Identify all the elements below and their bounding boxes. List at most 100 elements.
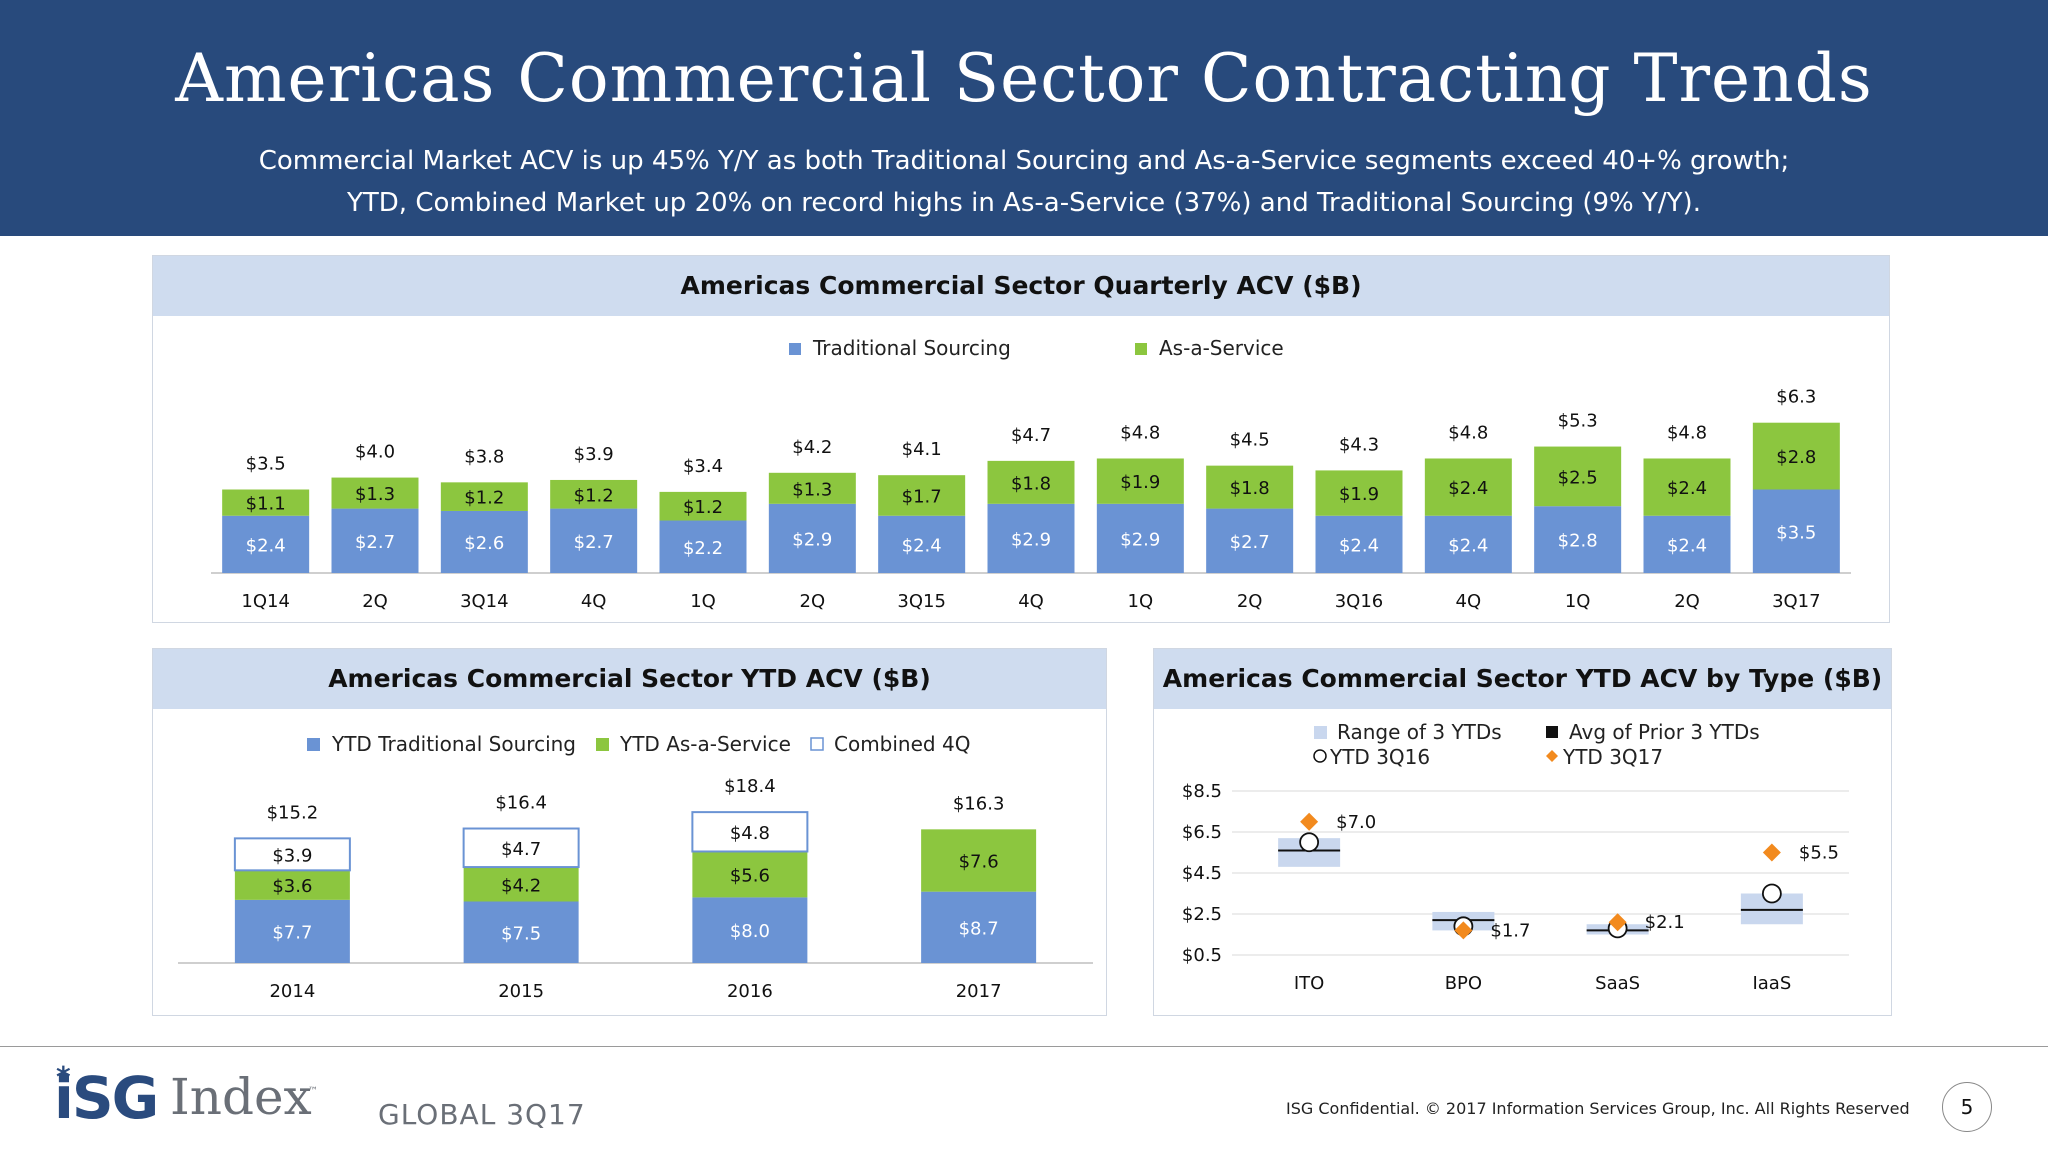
subtitle-line-1: Commercial Market ACV is up 45% Y/Y as b… [258,146,1790,176]
data-label-service: $1.9 [1120,472,1160,493]
ytd-3q17-marker [1762,843,1781,862]
data-label-traditional: $2.4 [1448,535,1488,556]
bar-ytd-traditional [692,897,808,963]
total-label: $5.3 [1558,411,1598,432]
ytd-3q17-label: $7.0 [1336,812,1376,833]
data-label-ytd-traditional: $8.0 [730,921,770,942]
data-label-traditional: $2.7 [355,532,395,553]
bar-traditional [222,515,310,573]
page-title: Americas Commercial Sector Contracting T… [175,40,1873,117]
bar-traditional [987,503,1075,573]
data-label-service: $1.1 [246,494,286,515]
x-tick-label: 2016 [727,981,773,1002]
footer-divider [0,1046,2048,1047]
total-label: $4.5 [1230,430,1270,451]
total-label: $4.2 [792,437,832,458]
data-label-ytd-service: $4.2 [501,875,541,896]
total-label: $4.8 [1448,422,1488,443]
x-tick-label: 3Q15 [897,591,946,612]
total-label: $16.3 [953,793,1005,814]
x-tick-label: 2017 [956,981,1002,1002]
total-label: $4.1 [902,439,942,460]
bar-ytd-traditional [234,899,350,963]
data-label-combined-4q: $3.9 [272,845,312,866]
x-tick-label: SaaS [1595,973,1640,994]
legend-label-combined-4q: Combined 4Q [834,732,970,756]
bar-ytd-traditional [463,901,579,963]
total-label: $3.4 [683,456,723,477]
data-label-service: $1.2 [683,497,723,518]
x-tick-label: IaaS [1752,973,1791,994]
total-label: $4.3 [1339,434,1379,455]
total-label: $3.8 [464,446,504,467]
legend-label-ytd-service: YTD As-a-Service [619,732,791,756]
ytd-3q17-marker [1300,812,1319,831]
y-tick-label: $6.5 [1182,822,1222,843]
bar-service [1534,446,1622,507]
legend-label-range: Range of 3 YTDs [1337,720,1502,744]
x-tick-label: 2Q [1237,591,1263,612]
legend-marker-ytd-3q16 [1313,749,1327,763]
data-label-ytd-traditional: $7.7 [272,922,312,943]
isg-index-logo: * iSG Index ™ [50,1060,350,1140]
x-tick-label: 4Q [1018,591,1044,612]
x-tick-label: 1Q [1565,591,1591,612]
logo-star-icon: * [56,1060,71,1093]
data-label-traditional: $2.8 [1558,531,1598,552]
bar-combined-4q [233,837,351,872]
bar-service [440,482,528,511]
data-label-traditional: $2.7 [574,532,614,553]
y-tick-label: $0.5 [1182,945,1222,966]
data-label-traditional: $2.4 [902,535,942,556]
total-label: $4.0 [355,442,395,463]
bar-traditional [1096,503,1184,573]
total-label: $4.8 [1120,422,1160,443]
x-tick-label: 3Q14 [460,591,509,612]
ytd-3q16-marker [1299,832,1320,853]
legend-label-ytd-3q17: YTD 3Q17 [1562,745,1663,769]
ytd-by-type-panel: Americas Commercial Sector YTD ACV by Ty… [1153,648,1892,1016]
bar-traditional [1534,506,1622,573]
bar-service [550,479,638,509]
bar-service [1424,458,1512,516]
logo-index-text: Index [170,1068,312,1126]
bar-traditional [878,515,966,573]
total-label: $4.7 [1011,425,1051,446]
bar-combined-4q [691,811,809,853]
x-tick-label: 1Q [690,591,716,612]
bar-traditional [768,503,856,573]
quarterly-acv-panel: Americas Commercial Sector Quarterly ACV… [152,255,1890,623]
legend-swatch-avg [1546,726,1558,738]
x-tick-label: 2Q [1674,591,1700,612]
data-label-ytd-service: $5.6 [730,865,770,886]
total-label: $6.3 [1776,387,1816,408]
data-label-ytd-service: $7.6 [959,852,999,873]
logo-trademark: ™ [308,1086,318,1097]
ytd-acv-panel: Americas Commercial Sector YTD ACV ($B) … [152,648,1107,1016]
x-tick-label: 2Q [800,591,826,612]
total-label: $3.5 [246,454,286,475]
header-banner: Americas Commercial Sector Contracting T… [0,0,2048,236]
quarterly-acv-chart: Traditional Sourcing As-a-Service $2.4 $1.1… [211,336,1851,612]
bar-traditional [1206,508,1294,573]
x-tick-label: 4Q [581,591,607,612]
data-label-ytd-traditional: $7.5 [501,923,541,944]
subtitle-line-2: YTD, Combined Market up 20% on record hi… [347,188,1701,218]
bar-ytd-service [234,870,350,900]
bar-service [1096,458,1184,504]
logo-mark: iSG [54,1064,159,1132]
legend-swatch-service [1135,343,1147,355]
data-label-traditional: $2.7 [1230,532,1270,553]
bar-traditional [1424,515,1512,573]
bar-service [659,491,747,521]
legend-swatch-combined-4q [810,737,824,751]
data-label-service: $1.9 [1339,484,1379,505]
bar-service [1643,458,1731,516]
legend-swatch-ytd-service [596,738,609,751]
data-label-traditional: $2.9 [1011,529,1051,550]
legend-swatch-ytd-traditional [307,738,320,751]
data-label-combined-4q: $4.7 [501,839,541,860]
x-tick-label: 3Q17 [1772,591,1821,612]
x-tick-label: 2014 [269,981,315,1002]
bar-ytd-traditional [921,891,1037,963]
